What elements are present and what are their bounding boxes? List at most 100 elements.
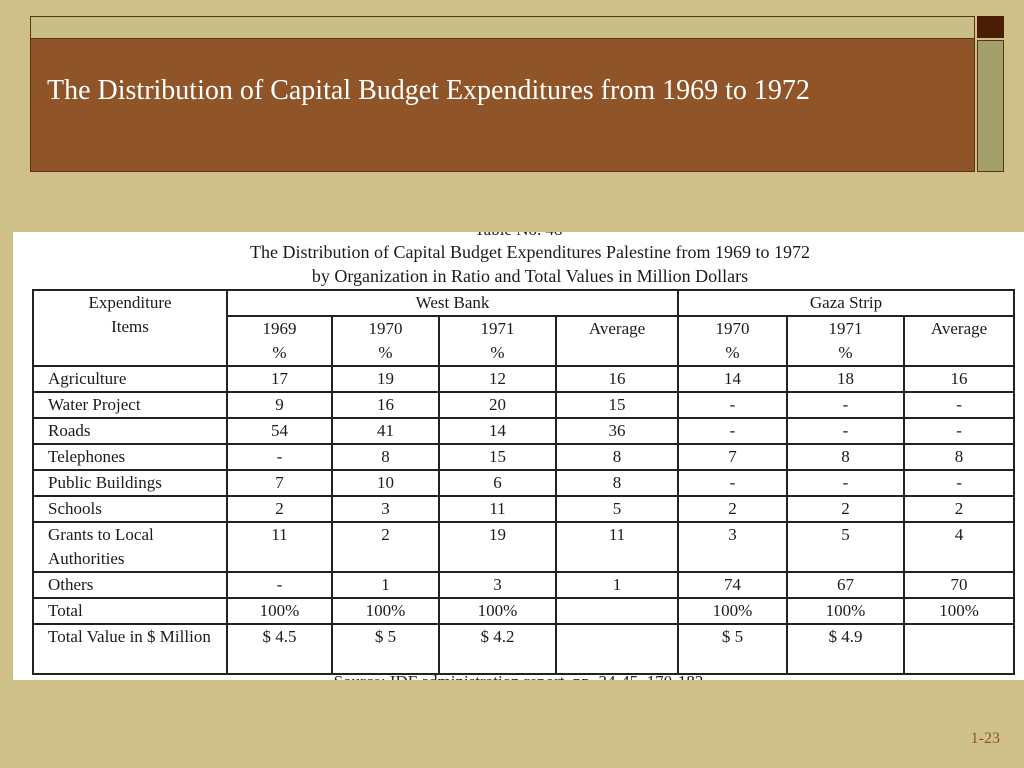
table-cell: 10 — [331, 469, 440, 497]
table-body: Agriculture 17 19 12 16 14 18 16 Water Project 9 1… — [32, 365, 1016, 675]
row-label: Agriculture — [32, 365, 228, 393]
table-cell: 15 — [554, 391, 680, 419]
table-row: Agriculture 17 19 12 16 14 18 16 — [32, 365, 1016, 393]
table-cell: 7 — [226, 469, 333, 497]
table-caption-line1: The Distribution of Capital Budget Expen… — [250, 242, 810, 262]
table-cell: 100% — [438, 597, 557, 625]
table-cell: 14 — [677, 365, 789, 393]
table-cell: - — [786, 417, 906, 445]
table-cell: 5 — [554, 495, 680, 523]
year-header-row: 1969% 1970% 1971% Average 1970% 1971% Average — [33, 315, 1016, 367]
table-cell: - — [786, 391, 906, 419]
year-header-cell: 1970% — [677, 315, 789, 367]
table-cell: 3 — [438, 571, 557, 599]
row-label: Others — [32, 571, 228, 599]
expenditure-table: Expenditure Items West Bank Gaza Strip 1… — [32, 289, 1016, 675]
table-source-cut: Source: IDF administration report, pp. 3… — [13, 672, 1024, 680]
table-cell: 16 — [903, 365, 1016, 393]
table-cell: 8 — [903, 443, 1016, 471]
corner-accent — [977, 16, 1004, 38]
table-cell — [554, 597, 680, 625]
table-row: Total 100% 100% 100% 100% 100% 100% — [32, 597, 1016, 625]
table-row: Roads 54 41 14 36- - - — [32, 417, 1016, 445]
table-cell: 100% — [226, 597, 333, 625]
table-cell: 41 — [331, 417, 440, 445]
table-cell: - — [677, 469, 789, 497]
table-cell: 36 — [554, 417, 680, 445]
year-header-cell: Average — [554, 315, 680, 367]
table-cell: 6 — [438, 469, 557, 497]
year-header-cell: 1970% — [331, 315, 440, 367]
table-cell: 3 — [677, 521, 789, 573]
table-cell: 17 — [226, 365, 333, 393]
table-row: Grants to Local Authorities 11 2 19 11 3 5 4 — [32, 521, 1016, 573]
table-cell: 11 — [554, 521, 680, 573]
table-cell: 74 — [677, 571, 789, 599]
table-cell: 19 — [331, 365, 440, 393]
table-cell: 18 — [786, 365, 906, 393]
table-cell: 16 — [554, 365, 680, 393]
table-cell: 4 — [903, 521, 1016, 573]
table-cell: - — [903, 417, 1016, 445]
table-cell: 54 — [226, 417, 333, 445]
table-row: Schools 2 3 11 5 2 2 2 — [32, 495, 1016, 523]
title-box: The Distribution of Capital Budget Expen… — [30, 16, 975, 172]
table-row: Public Buildings 7 10 6 8- - - — [32, 469, 1016, 497]
table-cell: 11 — [226, 521, 333, 573]
table-cell: 8 — [331, 443, 440, 471]
row-label: Grants to Local Authorities — [32, 521, 228, 573]
table-cell: 100% — [903, 597, 1016, 625]
table-cell: 14 — [438, 417, 557, 445]
table-cell: $ 5 — [677, 623, 789, 675]
table-cell: $ 4.9 — [786, 623, 906, 675]
table-cell: - — [786, 469, 906, 497]
table-cell: 20 — [438, 391, 557, 419]
table-cell: 2 — [903, 495, 1016, 523]
table-cell: 15 — [438, 443, 557, 471]
table-cell: 8 — [786, 443, 906, 471]
table-cell: 7 — [677, 443, 789, 471]
table-row: Water Project 9 16 20 15- - - — [32, 391, 1016, 419]
table-cell: - — [903, 391, 1016, 419]
table-cell: 100% — [786, 597, 906, 625]
table-cell: $ 4.5 — [226, 623, 333, 675]
table-cell — [554, 623, 680, 675]
table-cell: 1 — [331, 571, 440, 599]
table-cell: 19 — [438, 521, 557, 573]
year-header-cell: 1969% — [226, 315, 333, 367]
year-header-cell: Average — [903, 315, 1016, 367]
table-number-cut: Table No. 48 — [13, 232, 1024, 240]
table-cell: 1 — [554, 571, 680, 599]
year-header-cell: 1971% — [438, 315, 557, 367]
table-cell: 70 — [903, 571, 1016, 599]
table-cell: 9 — [226, 391, 333, 419]
side-accent-bar — [977, 40, 1004, 172]
table-cell: - — [677, 391, 789, 419]
table-cell: 8 — [554, 443, 680, 471]
table-image: Table No. 48 The Distribution of Capital… — [13, 232, 1024, 680]
row-label: Total Value in $ Million — [32, 623, 228, 675]
table-cell: 8 — [554, 469, 680, 497]
table-row: Others -1 3 1 74 67 70 — [32, 571, 1016, 599]
table-cell: 5 — [786, 521, 906, 573]
table-cell: 2 — [786, 495, 906, 523]
table-cell: 67 — [786, 571, 906, 599]
table-cell: 12 — [438, 365, 557, 393]
table-cell: - — [903, 469, 1016, 497]
table-cell: - — [226, 443, 333, 471]
gaza-strip-header: Gaza Strip — [677, 289, 1016, 317]
west-bank-header: West Bank — [225, 289, 680, 317]
table-row: Total Value in $ Million $ 4.5 $ 5 $ 4.2 $ 5… — [32, 623, 1016, 675]
row-label: Public Buildings — [32, 469, 228, 497]
table-cell: 3 — [331, 495, 440, 523]
table-cell: 16 — [331, 391, 440, 419]
expenditure-items-header: Expenditure Items — [32, 289, 228, 367]
title-top-band — [31, 17, 974, 39]
table-cell: 2 — [677, 495, 789, 523]
row-label: Total — [32, 597, 228, 625]
table-cell: 2 — [226, 495, 333, 523]
year-header-cell: 1971% — [786, 315, 906, 367]
row-label: Roads — [32, 417, 228, 445]
table-cell: 2 — [331, 521, 440, 573]
page-number: 1-23 — [970, 730, 1000, 747]
